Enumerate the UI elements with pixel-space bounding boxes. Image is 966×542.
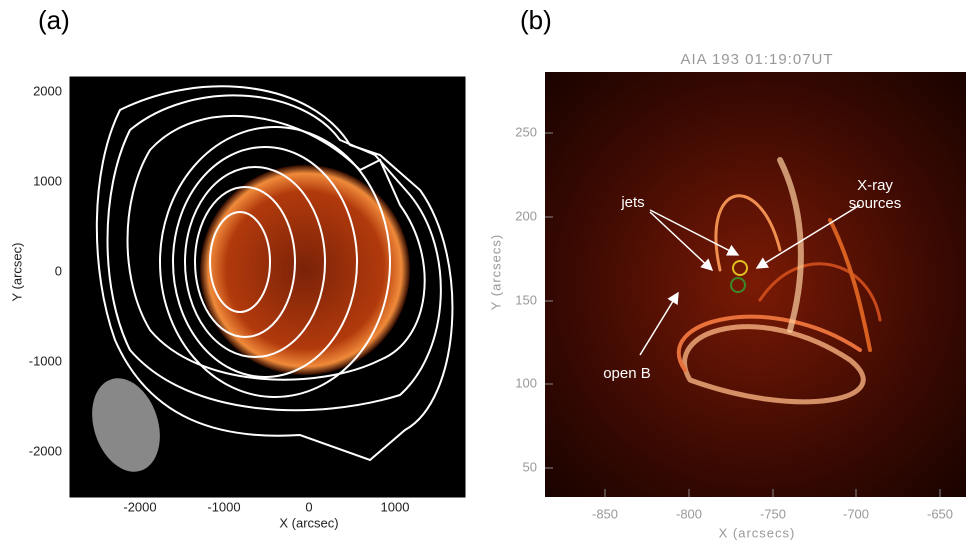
x-tick-label: 1000 — [381, 499, 410, 514]
y-tick-label: 100 — [515, 375, 537, 390]
y-tick-label: 50 — [523, 459, 537, 474]
y-tick-label: 1000 — [33, 173, 62, 188]
arrows — [639, 204, 861, 356]
y-tick-label: -1000 — [29, 353, 62, 368]
y-tick-label: 0 — [55, 263, 62, 278]
y-tick-label: 150 — [515, 292, 537, 307]
y-axis-label: Y (arcsecs) — [488, 234, 503, 311]
x-tick-label: -650 — [927, 506, 953, 521]
panel-label: (a) — [38, 5, 70, 35]
contours — [95, 85, 454, 462]
y-tick-label: -2000 — [29, 443, 62, 458]
y-tick-label: 2000 — [33, 83, 62, 98]
x-tick-label: -700 — [843, 506, 869, 521]
y-tick-label: 200 — [515, 208, 537, 223]
panel-label: (b) — [520, 5, 552, 35]
x-tick-label: -800 — [676, 506, 702, 521]
panel-title: AIA 193 01:19:07UT — [680, 51, 833, 68]
y-tick-label: 250 — [515, 124, 537, 139]
y-axis-label: Y (arcsec) — [9, 243, 24, 302]
annotation: X-ray — [857, 177, 893, 194]
annotation: open B — [603, 365, 651, 382]
x-tick-label: -2000 — [123, 499, 156, 514]
beam — [92, 378, 160, 472]
annotation: sources — [849, 195, 902, 212]
x-axis-label: X (arcsec) — [279, 515, 338, 530]
x-ray-sources — [730, 260, 748, 293]
x-tick-label: -850 — [592, 506, 618, 521]
annotation: jets — [620, 194, 644, 211]
x-tick-label: -1000 — [207, 499, 240, 514]
image-frame — [545, 72, 966, 497]
x-tick-label: -750 — [760, 506, 786, 521]
x-axis-label: X (arcsecs) — [719, 525, 796, 540]
loops — [676, 157, 882, 405]
x-tick-label: 0 — [305, 499, 312, 514]
